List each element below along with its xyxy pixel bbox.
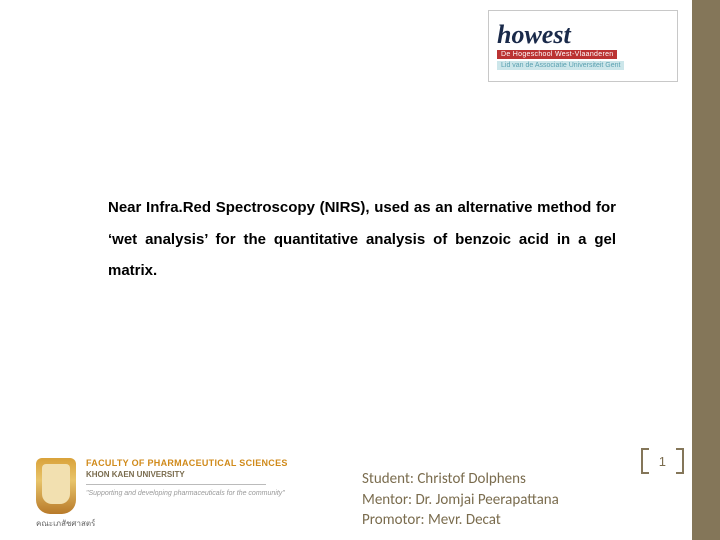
page-number: 1 (655, 454, 670, 469)
credit-student: Student: Christof Dolphens (362, 469, 559, 489)
credits-block: Student: Christof Dolphens Mentor: Dr. J… (362, 469, 559, 530)
faculty-logo-block: FACULTY OF PHARMACEUTICAL SCIENCES KHON … (36, 458, 288, 514)
divider (86, 484, 266, 485)
university-name: KHON KAEN UNIVERSITY (86, 470, 288, 479)
thai-caption: คณะเภสัชศาสตร์ (36, 517, 95, 530)
bracket-left-icon (641, 448, 651, 474)
credit-mentor: Mentor: Dr. Jomjai Peerapattana (362, 490, 559, 510)
credit-promotor: Promotor: Mevr. Decat (362, 510, 559, 530)
faculty-name: FACULTY OF PHARMACEUTICAL SCIENCES (86, 458, 288, 468)
right-accent-bar (692, 0, 720, 540)
bracket-right-icon (674, 448, 684, 474)
howest-logo: howest De Hogeschool West-Vlaanderen Lid… (488, 10, 678, 82)
logo-main-text: howest (497, 22, 571, 48)
logo-sub2-text: Lid van de Associatie Universiteit Gent (497, 61, 624, 70)
slide-title: Near Infra.Red Spectroscopy (NIRS), used… (108, 192, 616, 287)
faculty-tagline: "Supporting and developing pharmaceutica… (86, 490, 288, 497)
page-number-badge: 1 (641, 448, 684, 474)
logo-sub-text: De Hogeschool West-Vlaanderen (497, 50, 617, 59)
university-emblem-icon (36, 458, 76, 514)
faculty-text-block: FACULTY OF PHARMACEUTICAL SCIENCES KHON … (86, 458, 288, 497)
